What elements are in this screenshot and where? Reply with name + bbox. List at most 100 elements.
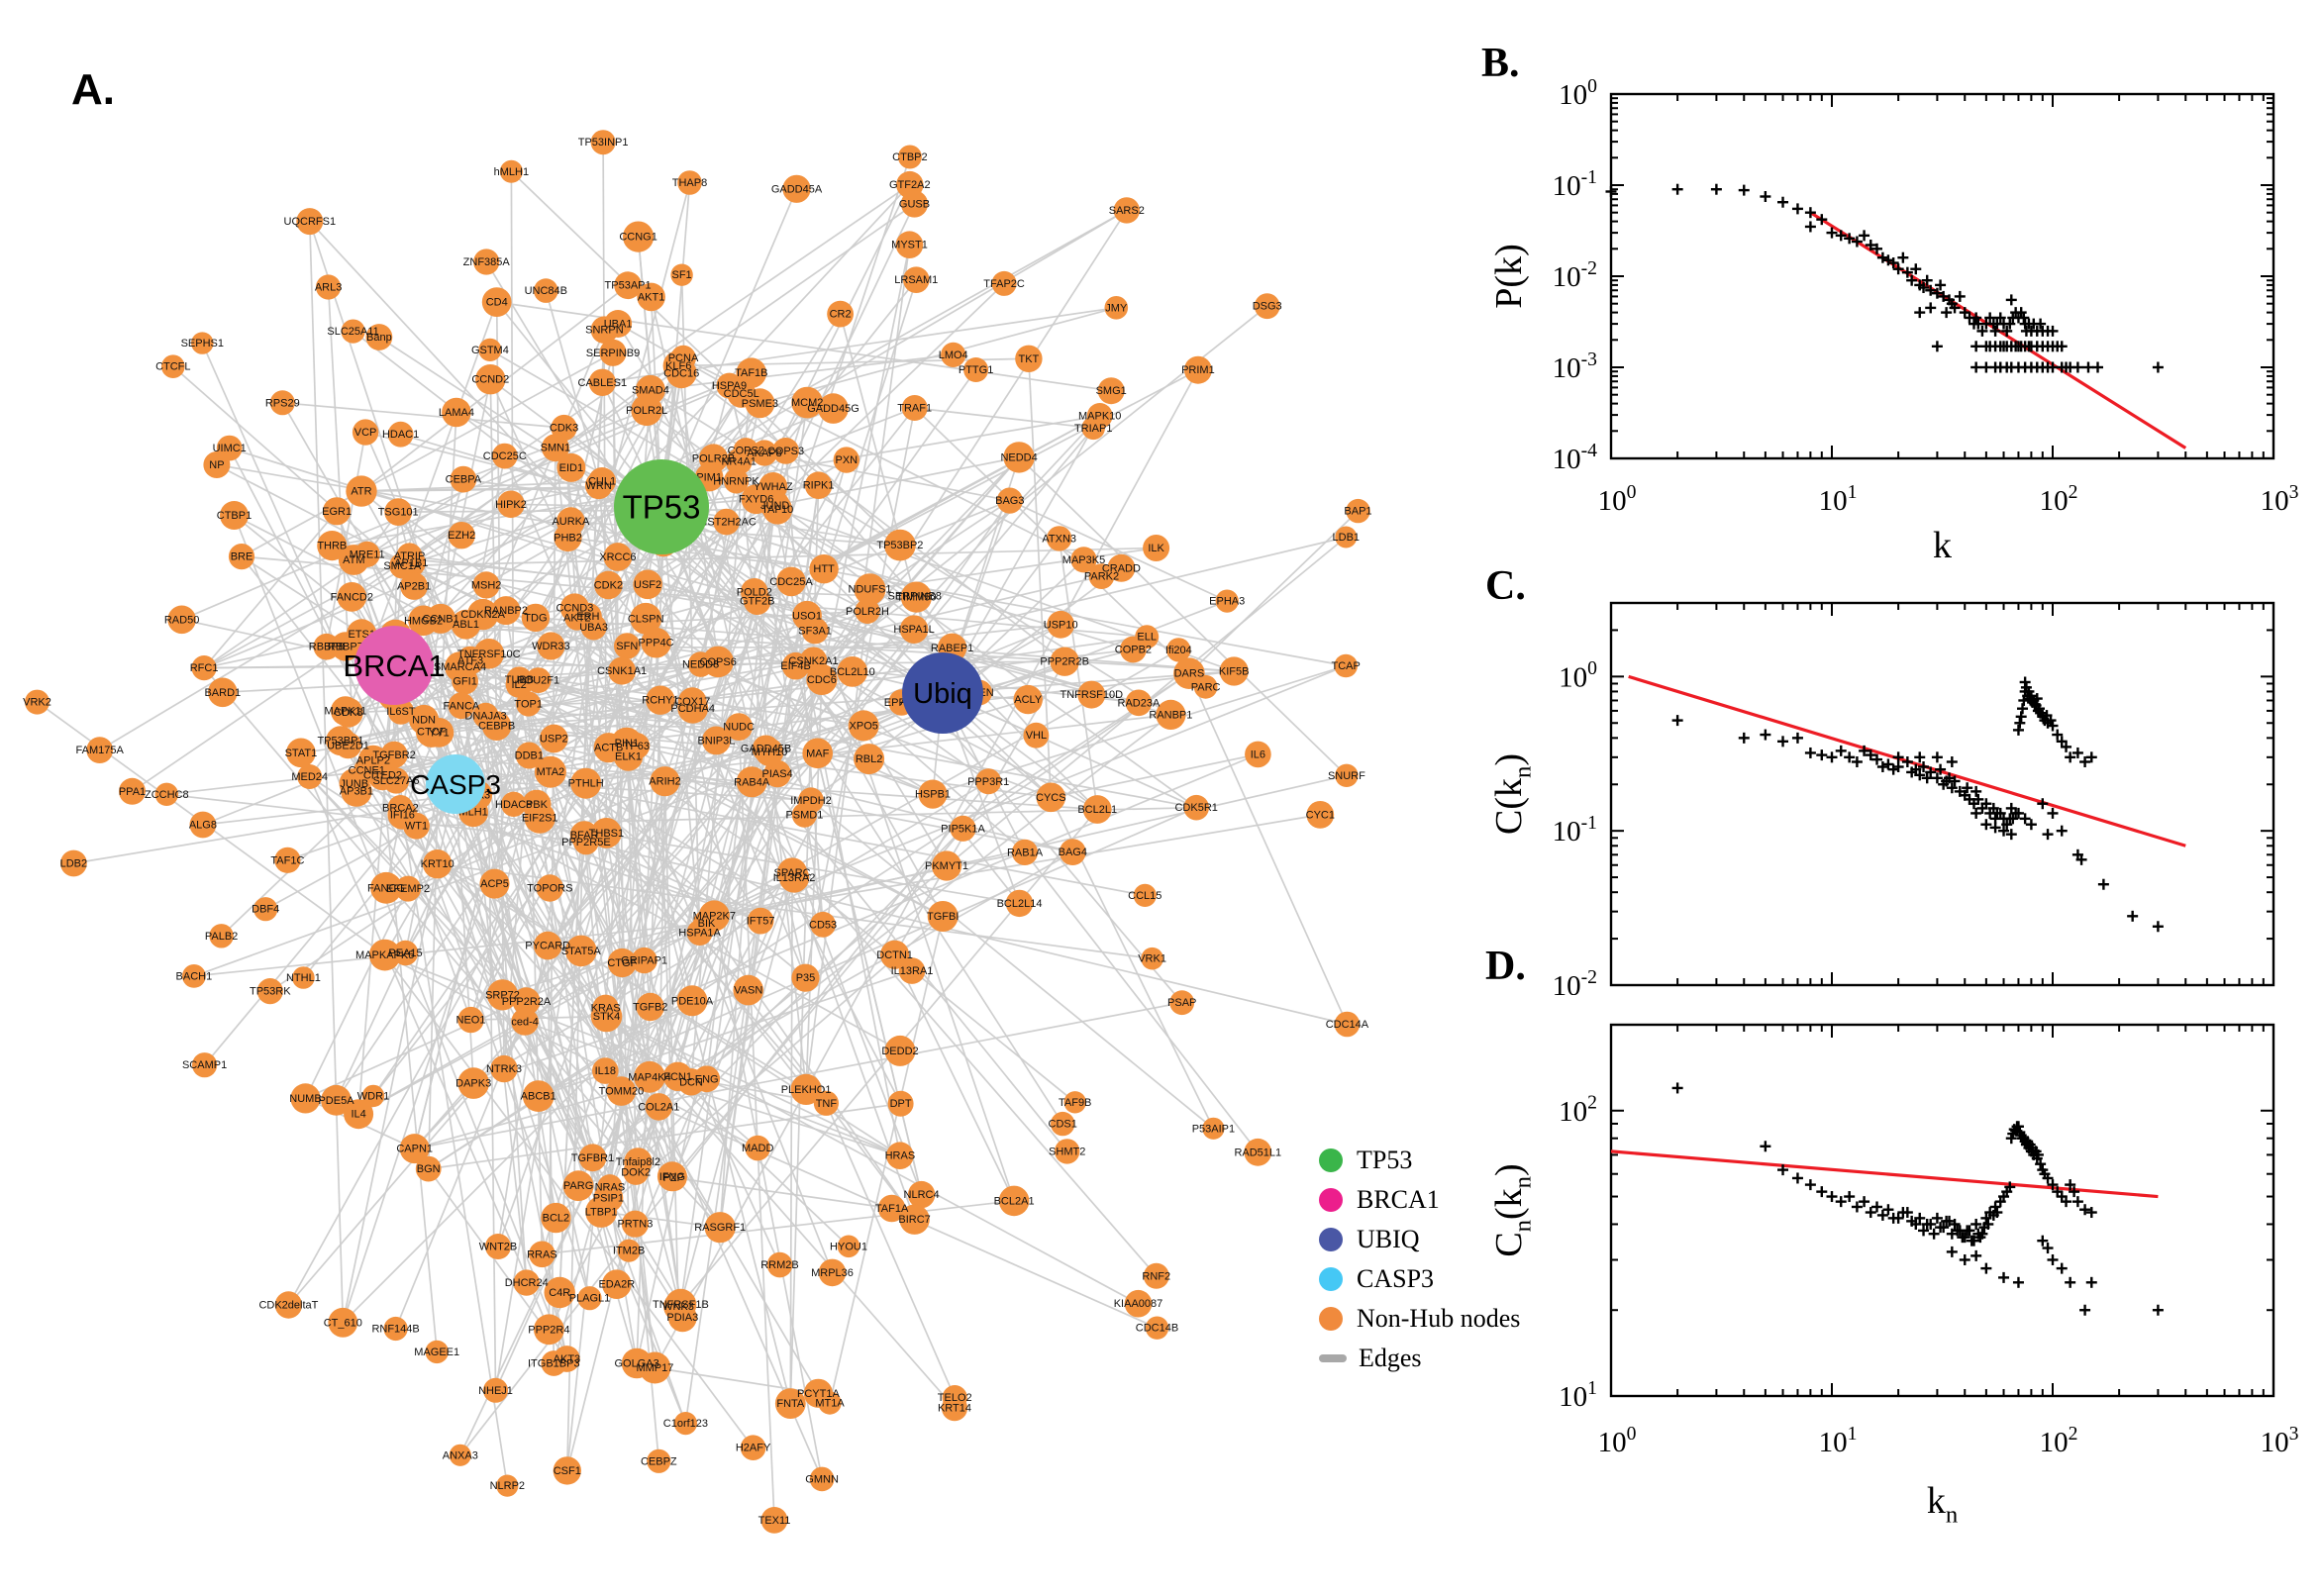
network-node (450, 465, 477, 493)
gene-label: MAPKAPK5 (355, 949, 414, 961)
network-node (998, 1185, 1030, 1217)
network-node (1120, 636, 1147, 663)
gene-label: IFI16 (390, 809, 415, 821)
network-node (751, 440, 778, 466)
gene-label: BIK (698, 918, 716, 930)
gene-label: MAPK10 (1078, 410, 1121, 422)
gene-label: WNT2B (479, 1242, 518, 1253)
network-node (335, 732, 361, 759)
gene-label: KIF5B (1219, 666, 1250, 678)
network-node (1070, 547, 1097, 573)
gene-label: DDB1 (515, 750, 544, 762)
network-node (941, 1395, 968, 1422)
tick-label: 103 (2261, 1423, 2299, 1458)
network-node (590, 130, 616, 155)
gene-label: NLRC4 (904, 1189, 940, 1201)
network-node (740, 1435, 766, 1460)
network-node (562, 1170, 594, 1202)
gene-label: IL13RA2 (773, 872, 816, 884)
gene-label: FNTA (776, 1398, 805, 1410)
gene-label: TP53RK (250, 986, 291, 998)
network-node (1202, 1117, 1225, 1140)
network-node (387, 795, 414, 821)
network-node (1055, 1139, 1080, 1164)
gene-label: XRCC6 (599, 551, 636, 563)
network-node (736, 766, 767, 798)
network-node (884, 1035, 916, 1066)
gene-label: CEBPB (478, 721, 515, 733)
gene-label: SEPHS1 (181, 338, 224, 349)
gene-label: PKMYT1 (925, 860, 968, 872)
network-node (490, 1054, 518, 1083)
network-node (473, 249, 500, 275)
panel-a-label: A. (71, 65, 115, 114)
gene-label: RANBP1 (1149, 709, 1192, 721)
network-node (569, 821, 599, 849)
gene-label: P35 (796, 972, 816, 984)
network-node (698, 900, 730, 932)
network-node (253, 897, 278, 922)
network-node (1215, 589, 1239, 613)
network-node (1063, 1091, 1086, 1114)
gene-label: AP1B1 (394, 557, 428, 569)
gene-label: PPP2R4 (528, 1324, 569, 1336)
gene-label: RASGRF1 (694, 1222, 746, 1234)
gene-label: PPA1 (119, 786, 146, 798)
gene-label: PRTN3 (617, 1219, 653, 1231)
network-node (1047, 610, 1075, 639)
axis-title: P(k) (1488, 244, 1530, 308)
gene-label: MRPL36 (811, 1267, 854, 1279)
gene-label: NRAS (595, 1181, 626, 1193)
gene-label: NLRP2 (490, 1480, 525, 1492)
network-node (713, 508, 740, 536)
gene-label: USP10 (1044, 619, 1078, 631)
gene-label: TELO2 (938, 1392, 972, 1404)
network-node (900, 190, 929, 218)
network-legend: TP53 BRCA1 UBIQ CASP3 Non-Hub nodes Edge… (1319, 1141, 1520, 1378)
gene-label: USP2 (540, 734, 568, 746)
gene-label: IL4 (351, 1109, 365, 1121)
gene-label: TNFRSF1B (653, 1299, 709, 1311)
gene-label: POLR2B (692, 453, 735, 465)
network-node (475, 364, 506, 395)
network-node (772, 438, 799, 464)
gene-label: CD4 (486, 297, 508, 309)
gene-label: MYH10 (752, 747, 788, 758)
gene-label: WRN (586, 480, 612, 492)
gene-label: SFN (616, 641, 638, 652)
network-node (723, 468, 750, 494)
gene-label: CABLES1 (578, 377, 628, 389)
network-node (457, 1006, 484, 1034)
network-node (553, 1456, 581, 1485)
plot-frame (1609, 601, 2275, 987)
network-node (647, 1448, 671, 1473)
tick-label: 103 (2261, 481, 2299, 517)
network-node (887, 1090, 914, 1117)
network-node (368, 939, 401, 971)
hub-node-brca1 (354, 626, 434, 705)
gene-label: TCAP (1332, 660, 1361, 672)
network-node (1059, 839, 1086, 865)
gene-label: HYOU1 (830, 1241, 867, 1252)
gene-label: TOPORS (527, 883, 572, 895)
network-node (1011, 839, 1039, 866)
axis-title: Cn​(kn​) (1488, 1163, 1537, 1256)
network-node (496, 1474, 519, 1497)
tick-label: 10-4 (1553, 440, 1598, 475)
network-node (370, 871, 402, 904)
network-node (1145, 1316, 1169, 1340)
gene-label: PARC (1191, 681, 1221, 693)
gene-label: COX17 (674, 696, 710, 708)
network-node (457, 1067, 490, 1099)
gene-label: NHEJ1 (478, 1385, 513, 1397)
gene-label: CTBP1 (217, 510, 252, 522)
gene-label: WDR1 (357, 1090, 389, 1102)
network-node (167, 605, 196, 635)
gene-label: Tnfaip8l2 (616, 1156, 660, 1168)
gene-label: TUBB (505, 674, 534, 686)
network-node (1335, 763, 1359, 787)
gene-label: AKT3 (554, 1353, 581, 1365)
gene-label: CDC25A (769, 576, 813, 588)
gene-label: HSPB1 (915, 789, 951, 801)
network-node (86, 737, 114, 763)
